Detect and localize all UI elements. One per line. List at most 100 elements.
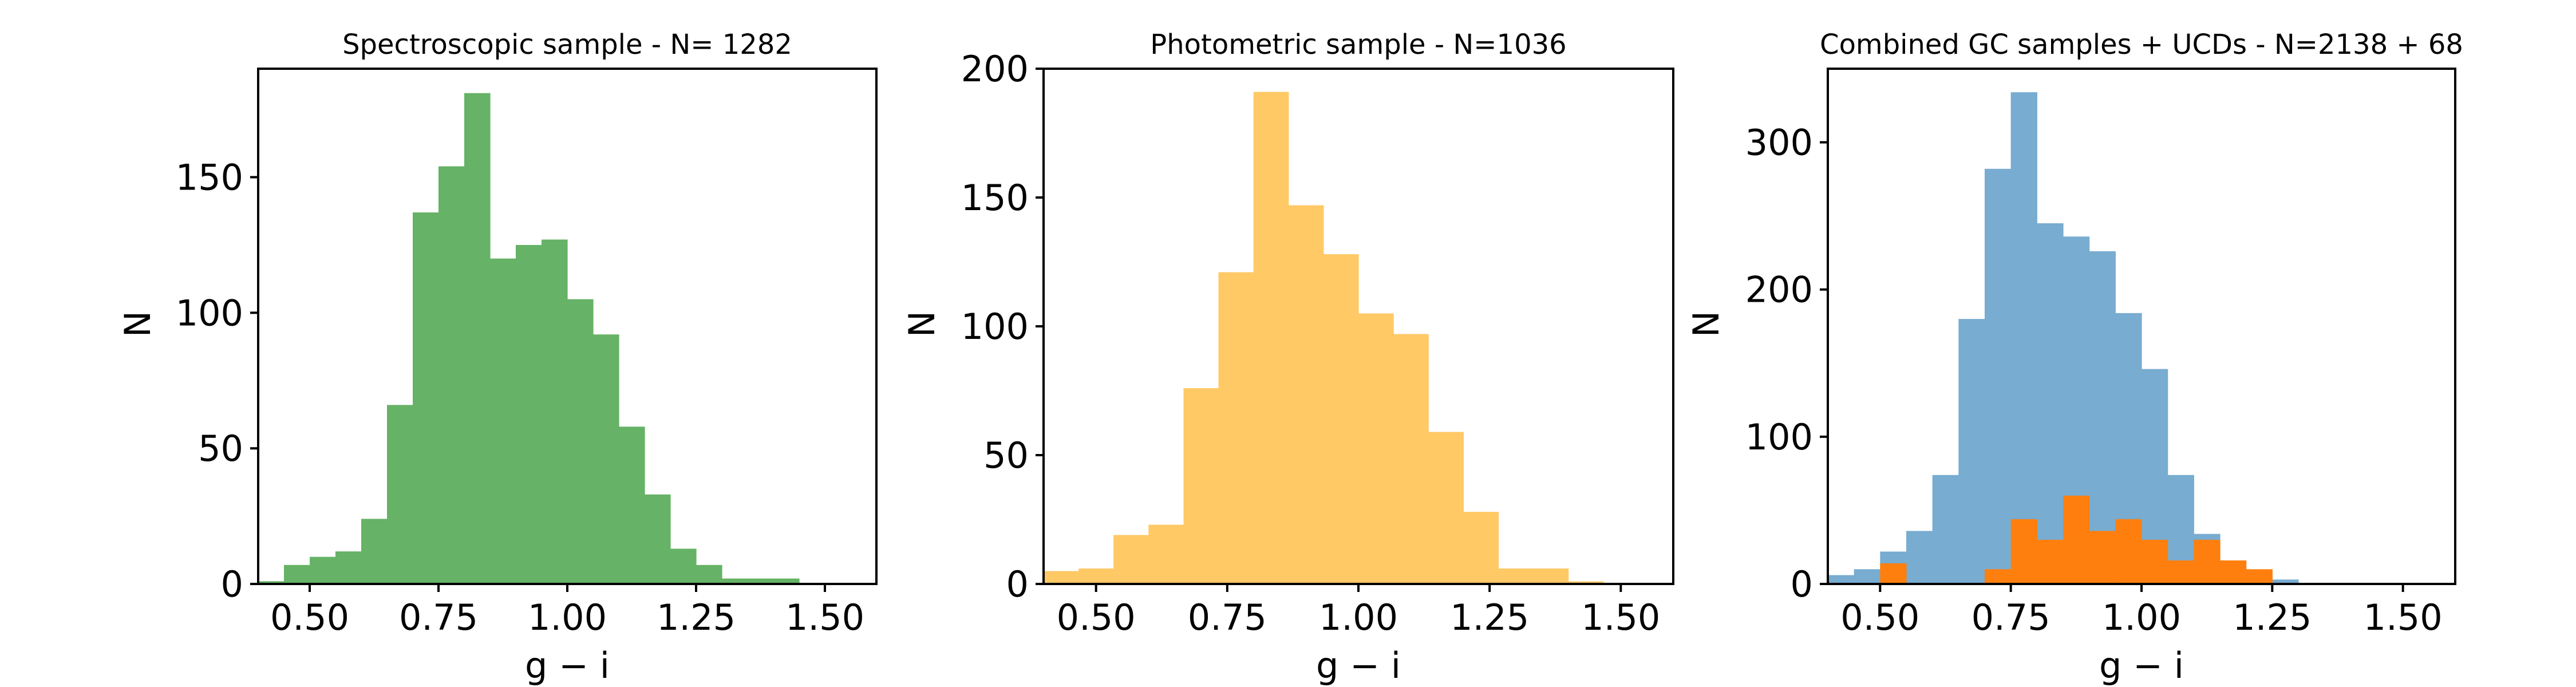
histogram-bar — [516, 244, 542, 584]
histogram-bar — [1828, 575, 1855, 584]
x-tick-label: 1.25 — [1450, 597, 1529, 638]
y-axis-label: N — [1685, 311, 1727, 337]
y-tick-label: 50 — [198, 428, 243, 469]
histogram-bar — [1288, 205, 1324, 584]
bars — [1828, 92, 2299, 585]
y-axis-label: N — [901, 311, 943, 337]
histogram-bar — [2272, 579, 2299, 584]
x-tick-label: 0.75 — [399, 597, 478, 638]
histogram-bar — [1078, 568, 1114, 584]
histogram-bar — [645, 494, 671, 584]
plot-frame — [1827, 68, 2456, 585]
x-tick-label: 1.00 — [2102, 597, 2181, 638]
y-tick-label: 100 — [1745, 416, 1813, 458]
histogram-bar — [1113, 535, 1149, 584]
histogram-bar — [1463, 512, 1499, 584]
x-axis-label: g − i — [525, 645, 610, 686]
histogram-bar — [1218, 272, 1254, 584]
histogram-bar — [438, 166, 465, 584]
y-tick-label: 0 — [1006, 563, 1029, 605]
histogram-bar — [387, 405, 413, 584]
y-tick-label: 0 — [1791, 563, 1813, 605]
y-tick-label: 100 — [961, 306, 1029, 348]
x-tick-label: 1.50 — [2364, 597, 2443, 638]
histogram-bar — [670, 548, 697, 584]
x-tick-label: 1.50 — [1581, 597, 1660, 638]
histogram-bar — [696, 564, 722, 584]
histogram-bar — [1985, 569, 2012, 584]
histogram-bar — [619, 427, 645, 584]
histogram-bar — [2063, 495, 2090, 584]
histogram-bar — [1880, 563, 1907, 584]
histogram-bar — [361, 519, 388, 584]
x-tick-label: 0.50 — [270, 597, 349, 638]
x-tick-label: 1.50 — [785, 597, 864, 638]
histogram-bar — [1323, 254, 1359, 584]
histogram-bar — [1932, 475, 1959, 584]
histogram-bar — [542, 239, 568, 585]
x-tick-label: 0.50 — [1057, 597, 1136, 638]
y-tick-label: 100 — [176, 292, 243, 334]
plot-frame — [1042, 68, 1674, 585]
histogram-bar — [1533, 568, 1569, 584]
plot-frame — [257, 68, 878, 585]
panel-title: Spectroscopic sample - N= 1282 — [342, 29, 792, 61]
histogram-bar — [1358, 313, 1394, 584]
y-tick-label: 0 — [221, 563, 243, 605]
histogram-bar — [2089, 531, 2116, 584]
histogram-bar — [1148, 524, 1184, 584]
y-axis-label: N — [117, 311, 159, 337]
histogram-bar — [2167, 560, 2194, 584]
histogram-bar — [1906, 531, 1933, 584]
y-tick-label: 200 — [1745, 269, 1813, 311]
histogram-bar — [490, 258, 516, 584]
ticks: 0.50 0.75 1.00 1.25 1.50 0 100 200 300 — [1745, 122, 2443, 638]
histogram-bar — [413, 212, 439, 585]
histogram-bar — [2010, 519, 2037, 584]
histogram-bar — [2194, 539, 2221, 584]
histogram-bar — [2089, 251, 2116, 584]
histogram-bar — [284, 564, 310, 584]
ticks: 0.50 0.75 1.00 1.25 1.50 0 50 100 150 — [176, 156, 864, 638]
histogram-bar — [1183, 388, 1219, 584]
histogram-bar — [2037, 223, 2064, 584]
y-tick-label: 50 — [983, 435, 1029, 476]
x-tick-label: 0.75 — [1188, 597, 1267, 638]
histogram-bar — [593, 334, 619, 584]
histogram-bar — [2246, 569, 2273, 584]
histogram-bar — [1854, 569, 1880, 584]
histogram-bar — [2037, 539, 2064, 584]
y-tick-label: 150 — [961, 177, 1029, 219]
panel-photometric: Photometric sample - N=1036 g − i N 0.50… — [901, 29, 1674, 686]
panel-spectroscopic: Spectroscopic sample - N= 1282 g − i N 0… — [117, 29, 878, 686]
histogram-bar — [1958, 319, 1985, 584]
x-tick-label: 1.00 — [528, 597, 607, 638]
ticks: 0.50 0.75 1.00 1.25 1.50 0 50 100 150 200 — [961, 48, 1661, 638]
histogram-bar — [1253, 92, 1289, 584]
y-tick-label: 150 — [176, 156, 243, 198]
panel-title: Photometric sample - N=1036 — [1150, 29, 1566, 61]
histogram-bar — [335, 551, 362, 584]
bars — [258, 93, 800, 585]
histogram-bar — [1044, 571, 1079, 584]
histogram-bar — [1498, 568, 1534, 584]
x-tick-label: 0.50 — [1840, 597, 1919, 638]
histogram-bar — [2115, 519, 2142, 584]
histogram-bar — [773, 578, 800, 584]
histogram-bar — [567, 299, 594, 584]
histogram-bar — [2220, 560, 2247, 584]
y-tick-label: 200 — [961, 48, 1029, 90]
panel-title: Combined GC samples + UCDs - N=2138 + 68 — [1820, 29, 2463, 61]
histogram-bar — [1568, 581, 1604, 584]
histogram-bar — [2142, 539, 2168, 584]
histogram-bar — [2010, 92, 2037, 585]
histogram-bar — [1428, 432, 1464, 584]
bars — [1044, 92, 1604, 584]
x-tick-label: 1.25 — [2233, 597, 2312, 638]
histogram-bar — [258, 581, 285, 584]
histogram-bar — [1985, 168, 2012, 584]
histogram-bar — [722, 578, 748, 584]
histogram-bar — [310, 556, 336, 584]
y-tick-label: 300 — [1745, 122, 1813, 164]
